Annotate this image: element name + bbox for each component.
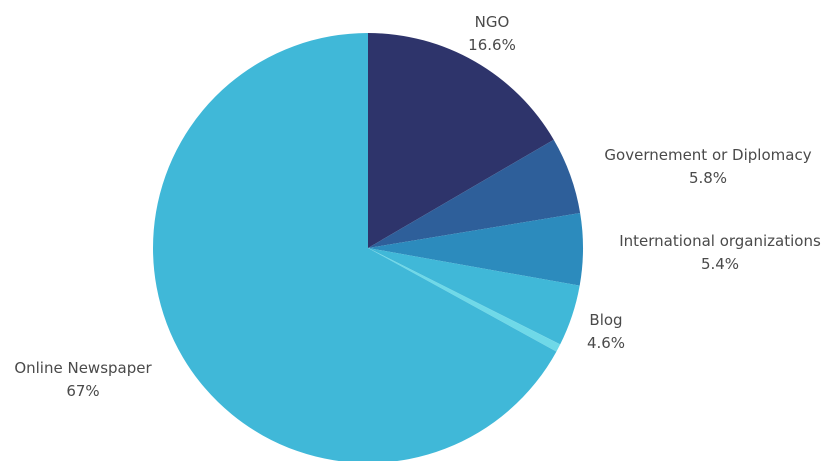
pie-slice-international-organizations — [368, 213, 584, 286]
pie-slice-online-newspaper — [153, 33, 557, 461]
pie-slices — [153, 33, 584, 461]
slice-value-label-blog: 4.6% — [587, 334, 625, 352]
pie-slice-ngo — [368, 33, 554, 248]
slice-label-blog: Blog — [589, 311, 622, 329]
slice-label-governement-or-diplomacy: Governement or Diplomacy — [604, 146, 811, 164]
slice-value-label-online-newspaper: 67% — [66, 382, 99, 400]
slice-label-online-newspaper: Online Newspaper — [14, 359, 152, 377]
slice-value-label-ngo: 16.6% — [468, 36, 516, 54]
pie-labels: NGO 16.6% Governement or Diplomacy 5.8% Inte… — [14, 13, 821, 400]
pie-slice-unlabeled — [368, 248, 561, 352]
slice-value-label-international-organizations: 5.4% — [701, 255, 739, 273]
slice-label-ngo: NGO — [475, 13, 510, 31]
pie-slice-blog — [368, 248, 580, 345]
slice-label-international-organizations: International organizations — [619, 232, 821, 250]
pie-slice-governement-or-diplomacy — [368, 139, 581, 248]
slice-value-label-governement-or-diplomacy: 5.8% — [689, 169, 727, 187]
